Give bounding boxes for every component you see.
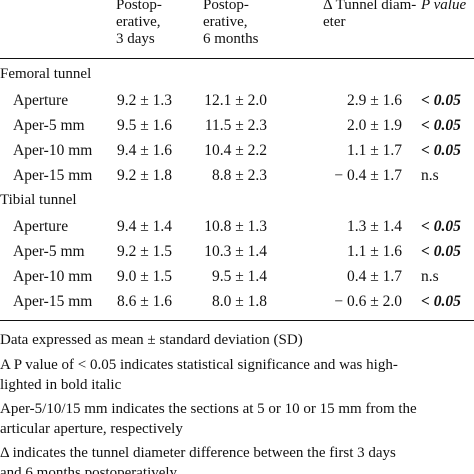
row-label: Aperture bbox=[13, 218, 69, 235]
cell-6m: 8.8 ± 2.3 bbox=[211, 167, 267, 184]
header-postop-6m: Postop- erative, 6 months bbox=[203, 0, 258, 48]
cell-3d: 9.4 ± 1.6 bbox=[116, 142, 172, 159]
cell-p: < 0.05 bbox=[421, 218, 461, 235]
header-line: Δ Tunnel diam- bbox=[323, 0, 417, 13]
cell-3d: 8.6 ± 1.6 bbox=[116, 293, 172, 310]
cell-p: < 0.05 bbox=[421, 92, 461, 109]
header-line: P value bbox=[421, 0, 467, 13]
footnote-p-value: A P value of < 0.05 indicates statistica… bbox=[0, 355, 474, 395]
bottom-rule bbox=[0, 320, 474, 321]
header-line: 6 months bbox=[203, 31, 259, 47]
row-label: Aper-15 mm bbox=[13, 167, 93, 184]
cell-6m: 12.1 ± 2.0 bbox=[204, 92, 267, 109]
cell-6m: 10.8 ± 1.3 bbox=[204, 218, 267, 235]
cell-3d: 9.2 ± 1.3 bbox=[116, 92, 172, 109]
cell-6m: 11.5 ± 2.3 bbox=[204, 117, 267, 134]
cell-3d: 9.4 ± 1.4 bbox=[116, 218, 172, 235]
table-row: Aper-5 mm 9.5 ± 1.6 11.5 ± 2.3 2.0 ± 1.9… bbox=[0, 117, 474, 141]
table-row: Aperture 9.2 ± 1.3 12.1 ± 2.0 2.9 ± 1.6 … bbox=[0, 92, 474, 116]
row-label: Aper-5 mm bbox=[13, 117, 85, 134]
table-row: Aperture 9.4 ± 1.4 10.8 ± 1.3 1.3 ± 1.4 … bbox=[0, 218, 474, 242]
cell-6m: 10.3 ± 1.4 bbox=[204, 243, 267, 260]
cell-delta: 0.4 ± 1.7 bbox=[346, 268, 402, 285]
cell-3d: 9.2 ± 1.8 bbox=[116, 167, 172, 184]
section-label-tibial: Tibial tunnel bbox=[0, 192, 77, 208]
header-rule bbox=[0, 58, 474, 59]
footnote-delta: Δ indicates the tunnel diameter differen… bbox=[0, 443, 474, 474]
footnote-line: Data expressed as mean ± standard deviat… bbox=[0, 332, 303, 348]
footnote-line: Aper-5/10/15 mm indicates the sections a… bbox=[0, 401, 417, 417]
cell-6m: 10.4 ± 2.2 bbox=[204, 142, 267, 159]
table-row: Aper-10 mm 9.4 ± 1.6 10.4 ± 2.2 1.1 ± 1.… bbox=[0, 142, 474, 166]
table-row: Aper-10 mm 9.0 ± 1.5 9.5 ± 1.4 0.4 ± 1.7… bbox=[0, 268, 474, 292]
section-label-femoral: Femoral tunnel bbox=[0, 66, 92, 82]
row-label: Aper-10 mm bbox=[13, 268, 93, 285]
cell-p: < 0.05 bbox=[421, 117, 461, 134]
header-line: 3 days bbox=[116, 31, 155, 47]
cell-delta: 1.3 ± 1.4 bbox=[346, 218, 402, 235]
cell-3d: 9.5 ± 1.6 bbox=[116, 117, 172, 134]
header-p-value: P value bbox=[421, 0, 466, 14]
cell-p: n.s bbox=[421, 167, 439, 184]
cell-delta: − 0.4 ± 1.7 bbox=[334, 167, 402, 184]
header-line: Postop- bbox=[116, 0, 162, 13]
cell-3d: 9.2 ± 1.5 bbox=[116, 243, 172, 260]
header-delta: Δ Tunnel diam- eter bbox=[323, 0, 416, 31]
footnote-line: Δ indicates the tunnel diameter differen… bbox=[0, 445, 396, 461]
footnote-line: and 6 months postoperatively bbox=[0, 465, 178, 474]
table-row: Aper-15 mm 8.6 ± 1.6 8.0 ± 1.8 − 0.6 ± 2… bbox=[0, 293, 474, 317]
footnote-line: articular aperture, respectively bbox=[0, 421, 183, 437]
header-line: erative, bbox=[203, 14, 248, 30]
cell-p: < 0.05 bbox=[421, 142, 461, 159]
cell-p: < 0.05 bbox=[421, 293, 461, 310]
footnote-line: lighted in bold italic bbox=[0, 377, 122, 393]
cell-p: < 0.05 bbox=[421, 243, 461, 260]
cell-delta: 2.9 ± 1.6 bbox=[346, 92, 402, 109]
row-label: Aper-15 mm bbox=[13, 293, 93, 310]
header-line: erative, bbox=[116, 14, 161, 30]
footnote-sd: Data expressed as mean ± standard deviat… bbox=[0, 330, 474, 350]
cell-delta: 2.0 ± 1.9 bbox=[346, 117, 402, 134]
row-label: Aperture bbox=[13, 92, 69, 109]
table-row: Aper-15 mm 9.2 ± 1.8 8.8 ± 2.3 − 0.4 ± 1… bbox=[0, 167, 474, 191]
cell-6m: 9.5 ± 1.4 bbox=[211, 268, 267, 285]
header-postop-3d: Postop- erative, 3 days bbox=[116, 0, 162, 48]
cell-delta: − 0.6 ± 2.0 bbox=[334, 293, 402, 310]
cell-6m: 8.0 ± 1.8 bbox=[211, 293, 267, 310]
cell-3d: 9.0 ± 1.5 bbox=[116, 268, 172, 285]
cell-p: n.s bbox=[421, 268, 439, 285]
footnote-line: A P value of < 0.05 indicates statistica… bbox=[0, 357, 398, 373]
footnote-aper: Aper-5/10/15 mm indicates the sections a… bbox=[0, 399, 474, 439]
row-label: Aper-5 mm bbox=[13, 243, 85, 260]
table-row: Aper-5 mm 9.2 ± 1.5 10.3 ± 1.4 1.1 ± 1.6… bbox=[0, 243, 474, 267]
cell-delta: 1.1 ± 1.7 bbox=[346, 142, 402, 159]
cell-delta: 1.1 ± 1.6 bbox=[346, 243, 402, 260]
header-line: Postop- bbox=[203, 0, 249, 13]
header-line: eter bbox=[323, 14, 346, 30]
row-label: Aper-10 mm bbox=[13, 142, 93, 159]
